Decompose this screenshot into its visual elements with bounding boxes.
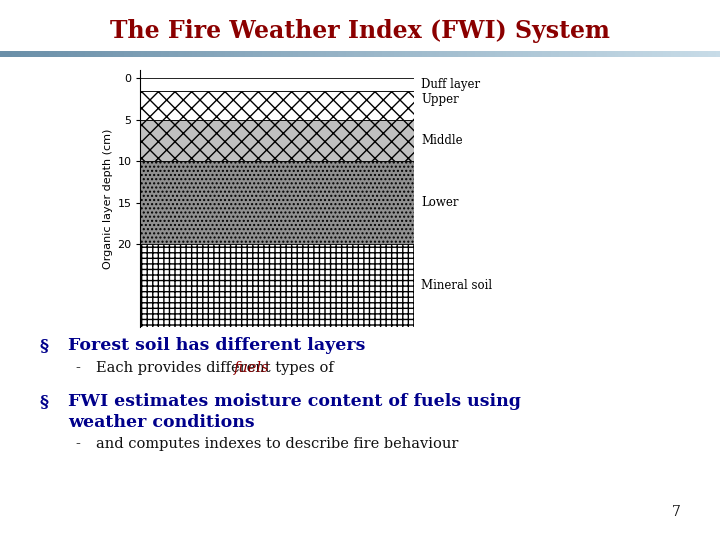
Text: fuels: fuels <box>233 361 269 375</box>
Y-axis label: Organic layer depth (cm): Organic layer depth (cm) <box>103 129 113 268</box>
Bar <box>140 244 414 327</box>
Text: §: § <box>40 338 49 354</box>
Bar <box>140 78 414 91</box>
Text: Each provides different types of: Each provides different types of <box>96 361 338 375</box>
Text: Mineral soil: Mineral soil <box>421 279 492 292</box>
Text: Middle: Middle <box>421 134 463 147</box>
Bar <box>140 161 414 244</box>
Text: 7: 7 <box>672 505 680 519</box>
Text: Upper: Upper <box>421 93 459 106</box>
Text: FWI estimates moisture content of fuels using: FWI estimates moisture content of fuels … <box>68 393 521 409</box>
Text: Lower: Lower <box>421 196 459 209</box>
Text: The Fire Weather Index (FWI) System: The Fire Weather Index (FWI) System <box>110 19 610 43</box>
Text: -: - <box>76 361 81 375</box>
Text: §: § <box>40 393 49 409</box>
Text: -: - <box>76 437 81 451</box>
Text: Duff layer: Duff layer <box>421 78 480 91</box>
Bar <box>140 91 414 120</box>
Text: Forest soil has different layers: Forest soil has different layers <box>68 338 366 354</box>
Text: SFU: SFU <box>19 512 50 526</box>
Text: and computes indexes to describe fire behaviour: and computes indexes to describe fire be… <box>96 437 458 451</box>
Bar <box>140 120 414 161</box>
Text: weather conditions: weather conditions <box>68 414 255 431</box>
